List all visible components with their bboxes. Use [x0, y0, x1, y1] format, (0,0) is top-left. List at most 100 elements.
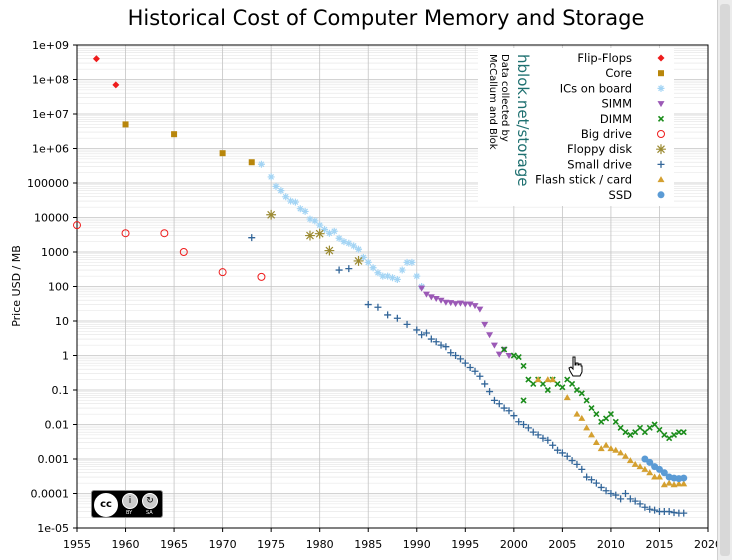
small-drive-point	[403, 320, 411, 328]
grid	[76, 44, 709, 529]
ssd-point	[646, 458, 654, 466]
simm-point	[427, 294, 435, 301]
small-drive-point	[432, 338, 440, 346]
small-drive-point	[549, 441, 557, 449]
flash-stick-card-point	[631, 460, 639, 467]
series-ssd	[641, 455, 688, 483]
dimm-point	[598, 418, 605, 425]
small-drive-point	[626, 495, 634, 503]
dimm-point	[583, 397, 590, 404]
small-drive-point	[447, 349, 455, 357]
flash-stick-card-point	[670, 481, 678, 488]
scrollbar-thumb[interactable]	[720, 4, 730, 556]
series-dimm	[501, 346, 687, 442]
x-tick-label: 1955	[63, 538, 91, 551]
small-drive-point	[583, 473, 591, 481]
y-tick-label: 100	[48, 281, 69, 294]
flash-stick-card-point	[636, 463, 644, 470]
simm-point	[422, 291, 430, 298]
y-tick-label: 1e+07	[32, 108, 69, 121]
small-drive-point	[636, 500, 644, 508]
ics-on-board-point	[345, 239, 353, 247]
legend-label: Flash stick / card	[535, 173, 632, 187]
dimm-point	[515, 354, 522, 361]
small-drive-point	[452, 352, 460, 359]
small-drive-point	[437, 341, 445, 349]
y-tick-label: 10000	[34, 212, 69, 225]
chart-title: Historical Cost of Computer Memory and S…	[128, 6, 645, 30]
series-flip-flops	[92, 55, 120, 89]
flash-stick-card-point	[641, 465, 649, 472]
simm-point	[432, 295, 440, 302]
ics-on-board-point	[369, 264, 377, 272]
small-drive-point	[597, 483, 605, 491]
sa-label: SA	[146, 510, 153, 516]
dimm-point	[670, 431, 678, 438]
floppy-disk-point	[324, 245, 335, 256]
x-tick-label: 2010	[597, 538, 625, 551]
small-drive-point	[374, 303, 382, 311]
small-drive-point	[481, 380, 489, 388]
small-drive-point	[461, 359, 469, 367]
x-tick-label: 1980	[306, 538, 334, 551]
x-tick-label: 2005	[548, 538, 576, 551]
ssd-point	[680, 474, 688, 482]
small-drive-point	[335, 266, 343, 274]
ics-on-board-point	[408, 258, 416, 266]
flash-stick-card-point	[646, 469, 654, 476]
dimm-point	[636, 424, 644, 431]
small-drive-point	[607, 490, 615, 497]
simm-point	[452, 301, 460, 308]
x-tick-label: 1990	[403, 538, 431, 551]
flash-stick-card-point	[665, 479, 673, 486]
x-tick-label: 2000	[500, 538, 528, 551]
simm-point	[442, 299, 450, 306]
small-drive-point	[520, 421, 528, 428]
ics-on-board-point	[379, 272, 387, 280]
flash-stick-card-point	[597, 445, 605, 452]
simm-point	[466, 301, 474, 308]
legend-label: ICs on board	[560, 81, 632, 95]
flash-stick-card-point	[617, 449, 625, 456]
legend-marker	[657, 101, 665, 108]
ics-on-board-point	[282, 193, 290, 201]
ssd-point	[660, 469, 668, 477]
dimm-point	[520, 397, 527, 404]
legend-label: Big drive	[581, 127, 632, 141]
legend-background	[478, 48, 674, 206]
simm-point	[471, 303, 479, 310]
legend-label: Floppy disk	[567, 142, 632, 156]
core-point	[171, 131, 178, 138]
core-point	[248, 159, 255, 166]
dimm-point	[656, 426, 663, 433]
legend-label: Small drive	[567, 157, 632, 171]
y-tick-label: 1e+08	[32, 74, 69, 87]
legend-label: Flip-Flops	[577, 51, 632, 65]
annotation-subtitle-line2: McCallum and Blok	[487, 54, 498, 150]
small-drive-point	[471, 367, 479, 375]
legend-label: Core	[605, 66, 632, 80]
legend-label: SSD	[609, 188, 633, 202]
ics-on-board-point	[384, 272, 392, 280]
small-drive-point	[486, 388, 494, 396]
dimm-point	[569, 380, 576, 387]
simm-point	[481, 321, 489, 328]
simm-point	[490, 342, 498, 349]
y-tick-label: 1	[62, 350, 69, 363]
x-tick-label: 1960	[112, 538, 140, 551]
dimm-point	[627, 431, 634, 438]
y-tick-label: 0.001	[38, 453, 70, 466]
annotation-title: hblok.net/storage	[514, 54, 532, 186]
small-drive-point	[646, 505, 654, 513]
ics-on-board-point	[335, 234, 343, 242]
ics-on-board-point	[272, 182, 280, 190]
legend-marker	[657, 84, 665, 92]
small-drive-point	[364, 301, 372, 309]
small-drive-point	[631, 497, 639, 505]
series-core	[122, 121, 255, 166]
dimm-point	[612, 418, 619, 425]
floppy-disk-point	[266, 209, 277, 220]
vertical-scrollbar[interactable]	[717, 0, 732, 560]
share-alike-icon: ↻	[142, 493, 158, 509]
